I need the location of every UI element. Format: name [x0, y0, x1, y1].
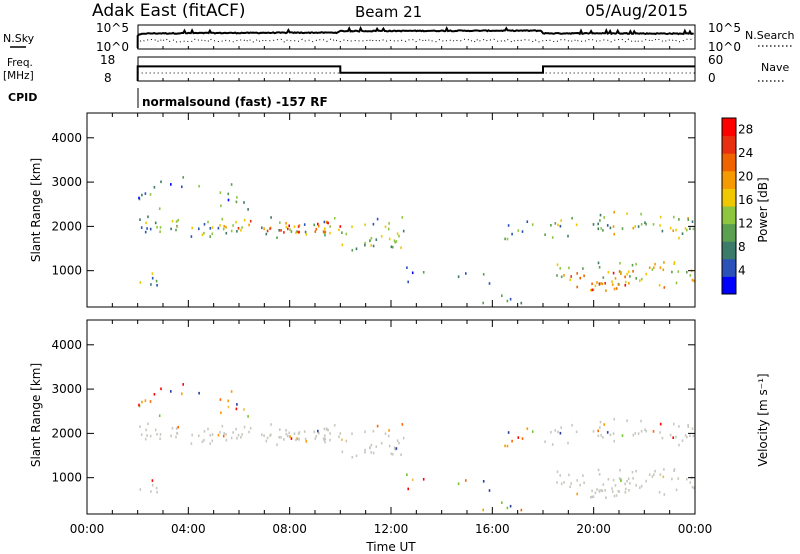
y-tick-label: 2000	[51, 219, 82, 233]
velocity-scatter	[138, 383, 695, 512]
power-colorbar-tick: 8	[738, 240, 746, 254]
colorbar-swatch	[722, 153, 736, 172]
nsky-label: N.Sky	[3, 32, 35, 45]
freq-tick-bottom: 8	[104, 71, 112, 85]
colorbar-swatch	[722, 188, 736, 207]
power-panel: 1000 2000 3000 4000 Slant Range [km] 4 8 12 16…	[29, 112, 770, 308]
date-title: 05/Aug/2015	[585, 1, 688, 20]
freq-series	[136, 65, 695, 82]
power-colorbar-tick: 28	[738, 123, 753, 137]
colorbar-swatch	[722, 276, 736, 295]
velocity-ylabel: Slant Range [km]	[29, 363, 43, 467]
colorbar-swatch	[722, 170, 736, 189]
nsearch-tick-bottom: 10^0	[708, 40, 741, 54]
nsearch-tick-top: 10^5	[708, 21, 741, 35]
x-tick-label: 16:00	[475, 522, 510, 536]
power-colorbar-tick: 4	[738, 264, 746, 278]
x-tick-label: 00:00	[70, 522, 105, 536]
x-tick-label: 00:00	[678, 522, 713, 536]
power-colorbar-label: Power [dB]	[756, 177, 770, 242]
nsky-series	[136, 25, 694, 49]
power-colorbar-tick: 24	[738, 146, 753, 160]
freq-tick-top: 18	[100, 53, 115, 67]
y-tick-label: 1000	[51, 471, 82, 485]
time-axis-label: Time UT	[365, 540, 416, 554]
cpid-text: normalsound (fast) -157 RF	[142, 95, 328, 109]
freq-label-1: Freq.	[7, 57, 33, 69]
nave-label: Nave	[761, 61, 789, 74]
power-scatter	[138, 176, 695, 305]
velocity-axis: 1000 2000 3000 4000	[51, 320, 696, 514]
velocity-colorbar-label: Velocity [m s⁻¹]	[756, 373, 770, 466]
colorbar-swatch	[722, 206, 736, 225]
y-tick-label: 3000	[51, 382, 82, 396]
x-tick-label: 08:00	[272, 522, 307, 536]
station-title: Adak East (fitACF)	[92, 1, 246, 21]
y-tick-label: 4000	[51, 338, 82, 352]
time-axis: 00:00 04:00 08:00 12:00 16:00 20:00 00:00	[70, 46, 713, 536]
freq-panel: Freq. [MHz] 18 8 60 0 Nave	[3, 53, 789, 85]
freq-label-2: [MHz]	[3, 70, 34, 82]
colorbar-swatch	[722, 135, 736, 154]
velocity-panel: 1000 2000 3000 4000 Slant Range [km] Veloci…	[29, 319, 770, 515]
x-tick-label: 20:00	[576, 522, 611, 536]
colorbar-swatch	[722, 223, 736, 242]
x-tick-label: 12:00	[374, 522, 409, 536]
power-colorbar: 4 8 12 16 20 24 28	[721, 117, 753, 295]
power-axis: 1000 2000 3000 4000	[51, 113, 696, 307]
nsearch-series	[139, 38, 694, 43]
cpid-label: CPID	[8, 91, 37, 104]
nave-tick-bottom: 0	[708, 71, 716, 85]
nsearch-label: N.Search	[745, 29, 795, 42]
nsky-panel: N.Sky 10^5 10^0 10^5 10^0 N.Search	[3, 21, 795, 54]
beam-title: Beam 21	[355, 3, 422, 21]
colorbar-swatch	[722, 241, 736, 260]
colorbar-swatch	[722, 258, 736, 277]
power-ylabel: Slant Range [km]	[29, 158, 43, 262]
y-tick-label: 2000	[51, 426, 82, 440]
colorbar-swatch	[722, 118, 736, 137]
power-colorbar-tick: 12	[738, 217, 753, 231]
cpid-row: CPID normalsound (fast) -157 RF	[8, 88, 328, 109]
nsky-tick-bottom: 10^0	[96, 40, 129, 54]
power-colorbar-tick: 20	[738, 170, 753, 184]
x-tick-label: 04:00	[171, 522, 206, 536]
nsky-tick-top: 10^5	[96, 21, 129, 35]
nave-tick-top: 60	[708, 53, 723, 67]
y-tick-label: 1000	[51, 264, 82, 278]
y-tick-label: 3000	[51, 175, 82, 189]
y-tick-label: 4000	[51, 131, 82, 145]
power-colorbar-tick: 16	[738, 193, 753, 207]
